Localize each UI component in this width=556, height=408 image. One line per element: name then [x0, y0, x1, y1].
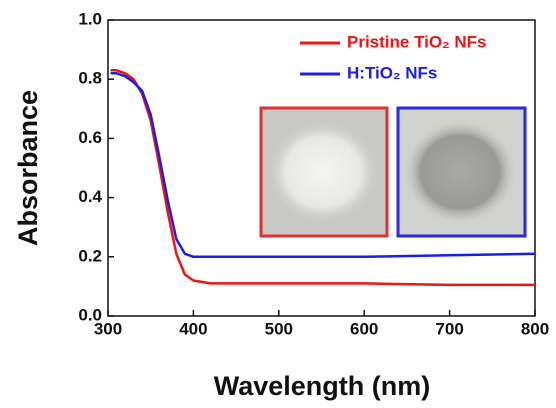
y-tick-label: 0.6 [78, 128, 102, 147]
y-tick-label: 0.4 [78, 187, 102, 206]
powder-grey [404, 120, 516, 224]
x-tick-label: 600 [350, 319, 378, 338]
x-tick-label: 700 [435, 319, 463, 338]
series-line [110, 69, 535, 287]
legend-label: Pristine TiO₂ NFs [347, 32, 487, 51]
y-tick-label: 0.2 [78, 246, 102, 265]
y-axis-title: Absorbance [13, 90, 43, 246]
x-tick-label: 800 [521, 319, 549, 338]
x-tick-label: 300 [94, 319, 122, 338]
series-line [110, 72, 536, 259]
x-tick-label: 500 [265, 319, 293, 338]
inset-photos [259, 106, 527, 238]
legend-label: H:TiO₂ NFs [347, 63, 437, 82]
x-axis-title: Wavelength (nm) [214, 371, 431, 401]
powder-white [269, 122, 377, 222]
x-tick-label: 400 [179, 319, 207, 338]
plot-frame [107, 19, 536, 317]
y-tick-label: 0.0 [78, 305, 102, 324]
y-tick-label: 1.0 [78, 9, 102, 28]
y-tick-label: 0.8 [78, 69, 102, 88]
